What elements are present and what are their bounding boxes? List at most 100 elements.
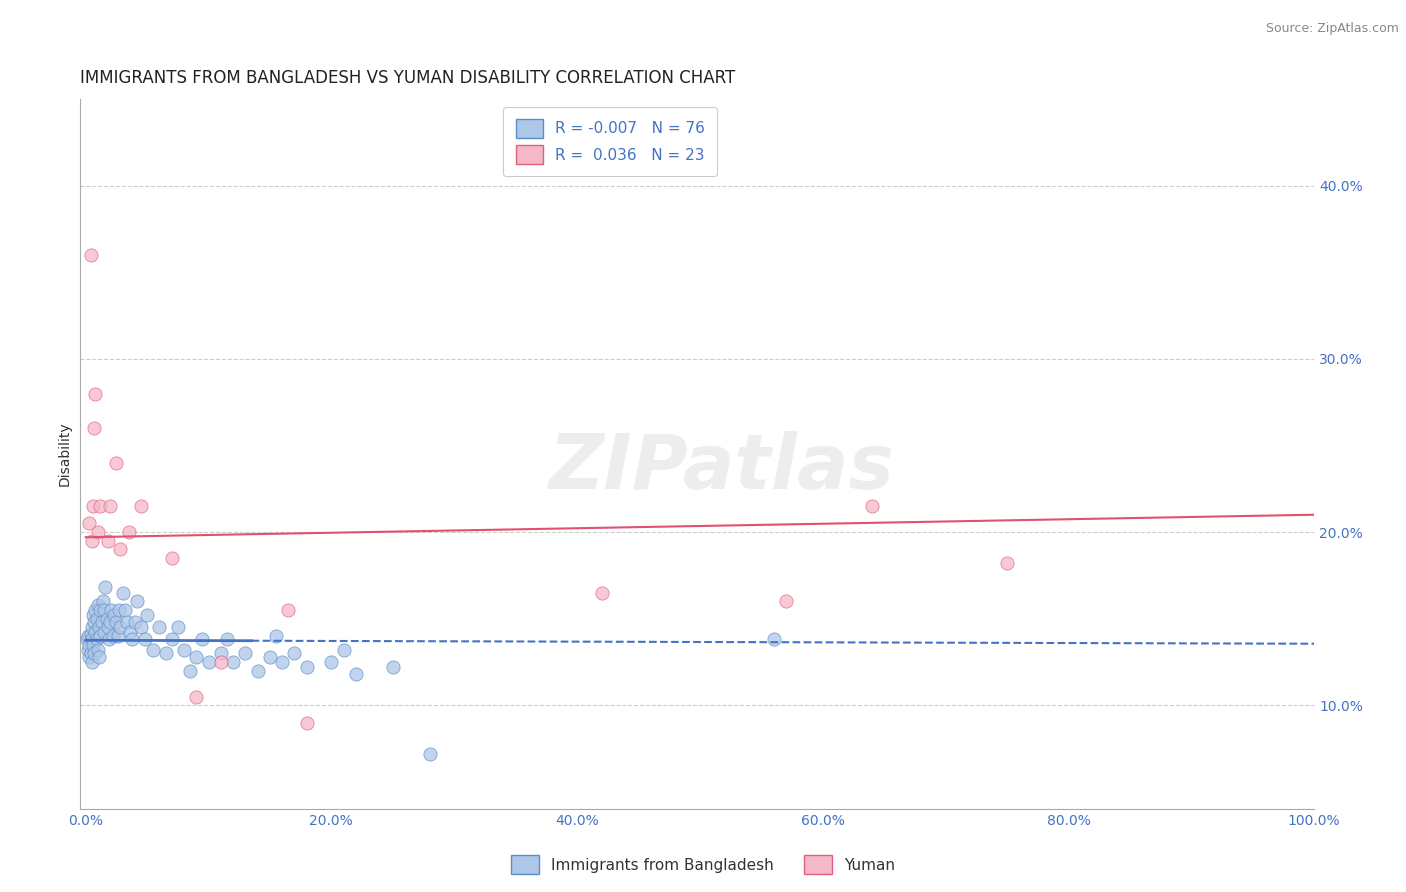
Point	[235, 646, 257, 660]
Point	[97, 533, 120, 548]
Point	[89, 629, 111, 643]
Point	[107, 629, 129, 643]
Point	[381, 660, 404, 674]
Point	[89, 620, 111, 634]
Point	[79, 638, 101, 652]
Point	[995, 556, 1018, 570]
Point	[591, 585, 613, 599]
Point	[98, 632, 121, 647]
Point	[77, 642, 100, 657]
Point	[209, 655, 232, 669]
Point	[186, 690, 208, 704]
Point	[94, 581, 117, 595]
Point	[295, 660, 318, 674]
Point	[100, 603, 122, 617]
Point	[283, 646, 305, 660]
Point	[173, 642, 195, 657]
Point	[114, 603, 136, 617]
Point	[134, 632, 156, 647]
Point	[129, 620, 152, 634]
Point	[80, 655, 103, 669]
Point	[98, 615, 121, 629]
Point	[87, 524, 110, 539]
Y-axis label: Disability: Disability	[58, 422, 72, 486]
Point	[96, 612, 118, 626]
Point	[84, 603, 107, 617]
Point	[93, 603, 115, 617]
Point	[321, 655, 343, 669]
Point	[108, 542, 131, 557]
Point	[264, 629, 287, 643]
Point	[80, 620, 103, 634]
Point	[79, 627, 101, 641]
Point	[76, 632, 98, 647]
Point	[118, 524, 141, 539]
Point	[84, 625, 107, 640]
Point	[127, 594, 149, 608]
Point	[82, 499, 104, 513]
Point	[117, 615, 139, 629]
Point	[79, 248, 101, 262]
Point	[209, 646, 232, 660]
Point	[246, 664, 269, 678]
Point	[762, 632, 785, 647]
Point	[860, 499, 883, 513]
Point	[98, 499, 121, 513]
Point	[80, 632, 103, 647]
Point	[77, 629, 100, 643]
Point	[124, 615, 146, 629]
Point	[79, 646, 101, 660]
Point	[97, 620, 120, 634]
Point	[775, 594, 797, 608]
Point	[86, 612, 108, 626]
Point	[166, 620, 188, 634]
Legend: R = -0.007   N = 76, R =  0.036   N = 23: R = -0.007 N = 76, R = 0.036 N = 23	[503, 107, 717, 177]
Point	[155, 646, 177, 660]
Point	[271, 655, 294, 669]
Point	[89, 649, 111, 664]
Text: Source: ZipAtlas.com: Source: ZipAtlas.com	[1265, 22, 1399, 36]
Point	[83, 646, 105, 660]
Point	[160, 632, 183, 647]
Legend: Immigrants from Bangladesh, Yuman: Immigrants from Bangladesh, Yuman	[505, 849, 901, 880]
Point	[344, 667, 367, 681]
Point	[118, 625, 141, 640]
Point	[90, 615, 112, 629]
Point	[419, 747, 441, 761]
Point	[186, 649, 208, 664]
Point	[87, 642, 110, 657]
Point	[89, 603, 111, 617]
Point	[89, 499, 111, 513]
Point	[179, 664, 201, 678]
Point	[259, 649, 281, 664]
Point	[111, 585, 134, 599]
Point	[121, 632, 143, 647]
Point	[82, 638, 104, 652]
Point	[105, 615, 128, 629]
Point	[148, 620, 170, 634]
Point	[79, 516, 101, 531]
Point	[105, 456, 128, 470]
Text: IMMIGRANTS FROM BANGLADESH VS YUMAN DISABILITY CORRELATION CHART: IMMIGRANTS FROM BANGLADESH VS YUMAN DISA…	[80, 69, 735, 87]
Point	[160, 551, 183, 566]
Point	[93, 625, 115, 640]
Point	[277, 603, 299, 617]
Point	[129, 499, 152, 513]
Point	[332, 642, 354, 657]
Point	[80, 533, 103, 548]
Point	[91, 594, 114, 608]
Point	[142, 642, 165, 657]
Point	[108, 603, 131, 617]
Point	[82, 608, 104, 623]
Point	[197, 655, 219, 669]
Point	[83, 615, 105, 629]
Point	[84, 386, 107, 401]
Point	[191, 632, 214, 647]
Point	[215, 632, 238, 647]
Point	[295, 715, 318, 730]
Point	[83, 421, 105, 435]
Point	[86, 632, 108, 647]
Point	[87, 598, 110, 612]
Text: ZIPatlas: ZIPatlas	[548, 432, 894, 506]
Point	[108, 620, 131, 634]
